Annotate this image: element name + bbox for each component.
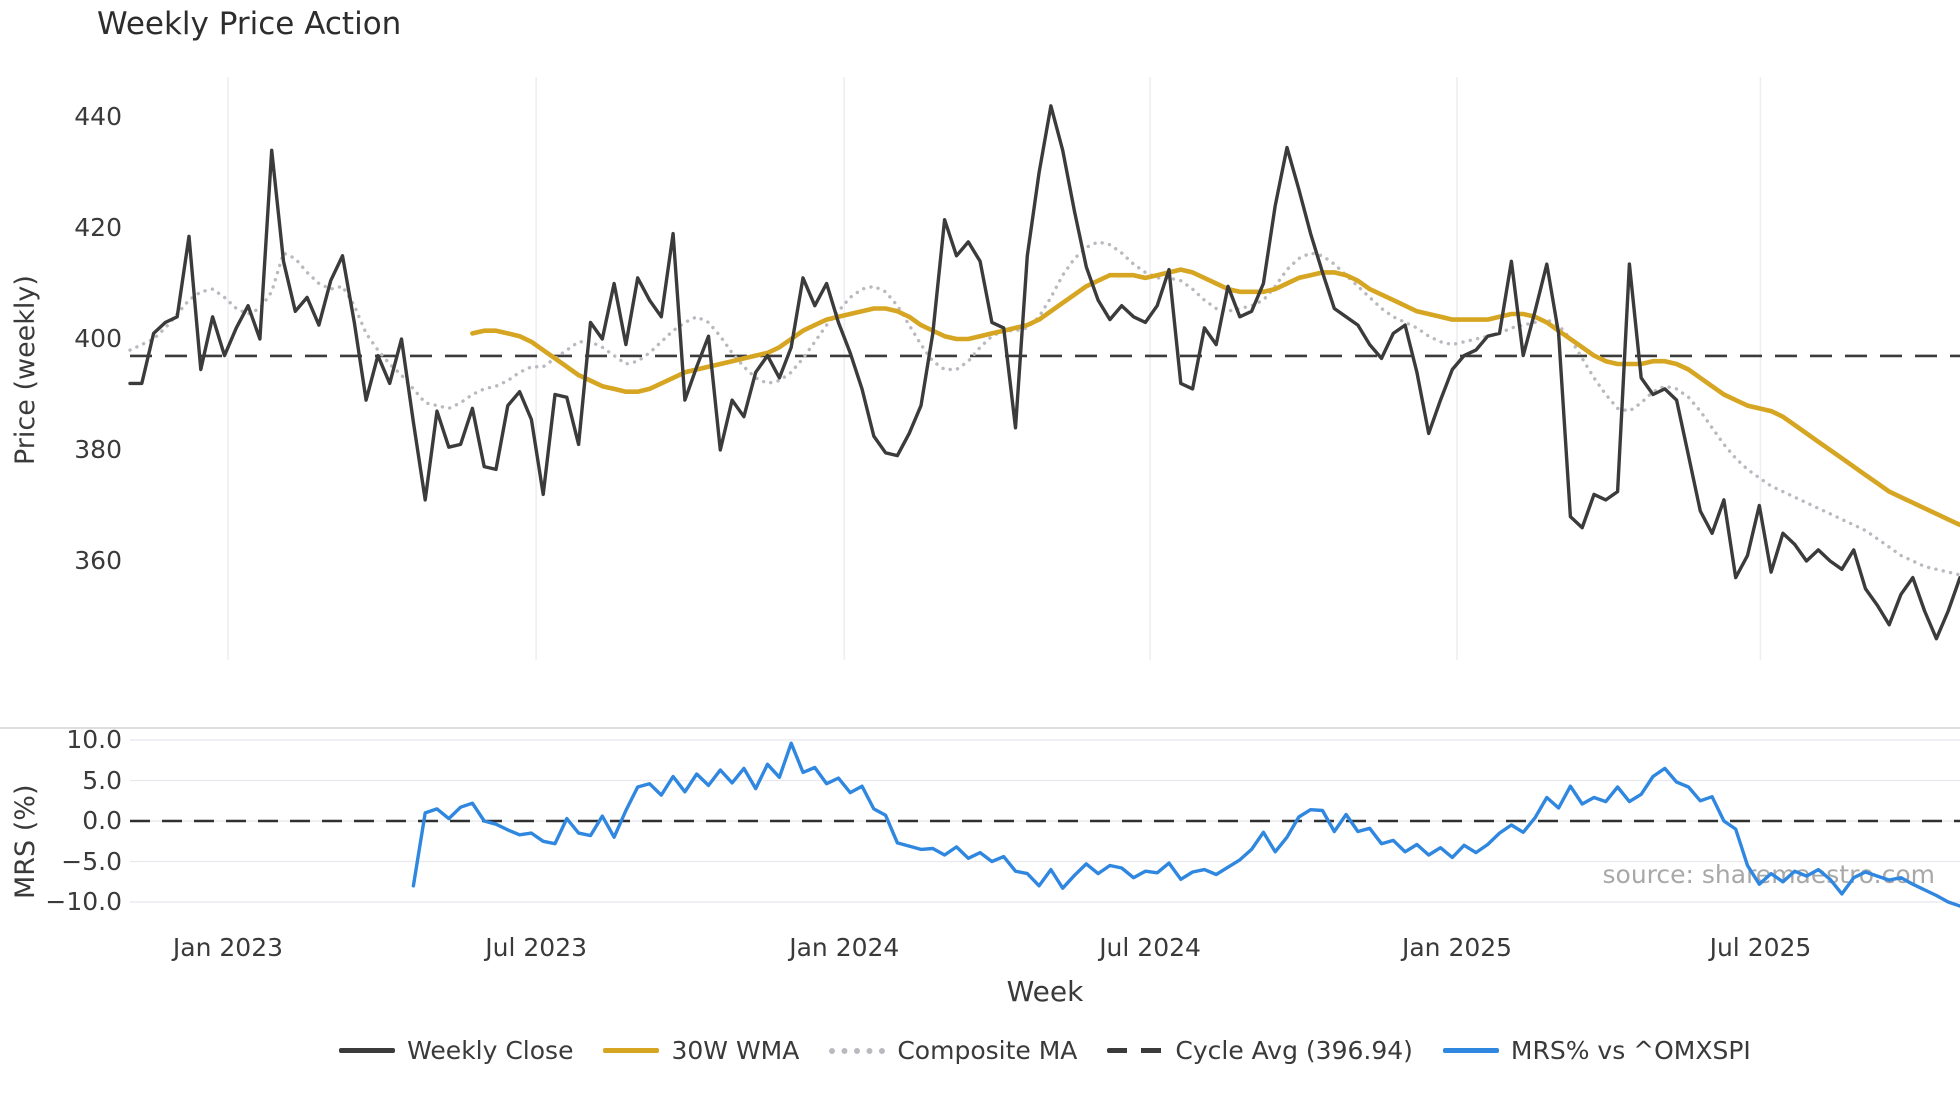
mrs-ytick-label: −10.0 [45, 887, 122, 916]
price-ytick-label: 440 [74, 102, 122, 131]
mrs-line-swatch-icon [1442, 1048, 1499, 1053]
legend-item-cycle-avg[interactable]: Cycle Avg (396.94) [1107, 1036, 1413, 1065]
weekly-close-line [128, 104, 1960, 641]
price-ytick-label: 380 [74, 435, 122, 464]
x-tick-label: Jan 2025 [1401, 933, 1513, 962]
legend-item-weekly-close[interactable]: Weekly Close [339, 1036, 573, 1065]
composite-ma-line [128, 240, 1960, 577]
legend-label: 30W WMA [671, 1036, 800, 1065]
composite-ma-dotted-swatch-icon [829, 1047, 886, 1054]
source-watermark: source: sharemaestro.com [1602, 860, 1936, 889]
legend-label: Weekly Close [407, 1036, 574, 1065]
page-title: Weekly Price Action [97, 6, 402, 42]
cycle-avg-dashed-swatch-icon [1107, 1048, 1164, 1053]
x-tick-label: Jul 2023 [485, 933, 587, 962]
legend-label: Composite MA [897, 1036, 1078, 1065]
legend-label: MRS% vs ^OMXSPI [1510, 1036, 1751, 1065]
wma-line-swatch-icon [603, 1048, 660, 1053]
x-tick-label: Jan 2023 [172, 933, 284, 962]
price-ytick-label: 420 [74, 213, 122, 242]
x-tick-label: Jan 2024 [789, 933, 900, 962]
weekly-close-line-swatch-icon [339, 1048, 396, 1053]
x-tick-label: Jul 2025 [1709, 933, 1812, 962]
mrs-ytick-label: −5.0 [61, 846, 122, 876]
wma-line [470, 267, 1960, 528]
x-axis-label: Week [1006, 975, 1084, 1008]
mrs-ytick-label: 0.0 [82, 806, 122, 835]
price-ytick-label: 360 [74, 546, 122, 575]
legend-item-30w-wma[interactable]: 30W WMA [603, 1036, 799, 1065]
x-tick-label: Jul 2024 [1099, 933, 1201, 962]
legend-item-composite-ma[interactable]: Composite MA [829, 1036, 1077, 1065]
mrs-ytick-label: 5.0 [82, 765, 122, 795]
price-ytick-label: 400 [74, 324, 122, 353]
chart-legend: Weekly Close 30W WMA Composite MA Cycle … [130, 1036, 1960, 1065]
legend-label: Cycle Avg (396.94) [1175, 1036, 1413, 1065]
mrs-ytick-label: 10.0 [66, 725, 122, 754]
legend-item-mrs[interactable]: MRS% vs ^OMXSPI [1442, 1036, 1751, 1065]
mrs-axis-label: MRS (%) [10, 784, 41, 900]
